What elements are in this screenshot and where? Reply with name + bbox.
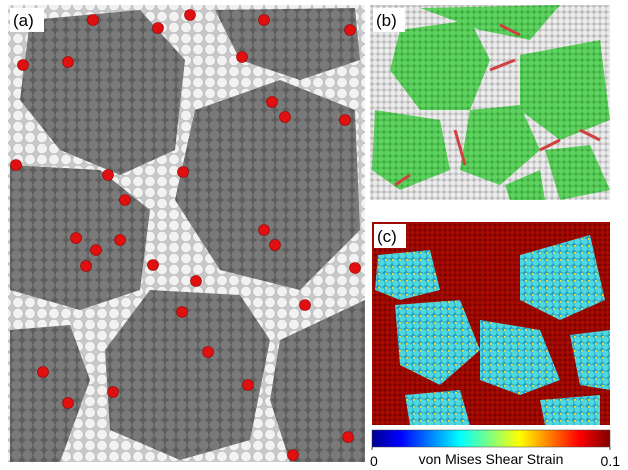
panel-label: (b) — [376, 11, 397, 30]
panel-b: (b) — [370, 5, 610, 200]
panel-c: (c) — [372, 222, 610, 425]
panel-a: (a) — [8, 5, 365, 462]
panel-label: (c) — [377, 227, 397, 246]
colorbar-tick-label: 0.1 — [601, 453, 621, 469]
panel-label: (a) — [13, 11, 34, 30]
colorbar-tick-label: 0 — [370, 453, 378, 469]
colorbar-label: von Mises Shear Strain — [419, 451, 564, 467]
colorbar: von Mises Shear Strain 0 0.1 — [370, 430, 620, 469]
figure: (a) (b) (c) von Mises Shear Stra — [0, 0, 628, 470]
colorbar-gradient — [372, 430, 610, 447]
